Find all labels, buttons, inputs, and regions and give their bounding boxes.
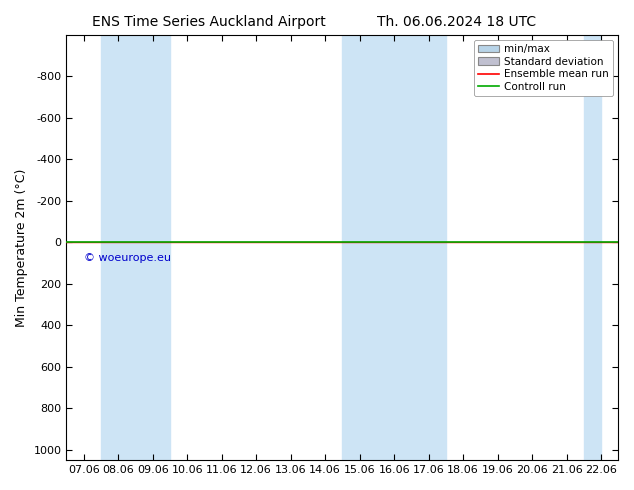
Text: ENS Time Series Auckland Airport: ENS Time Series Auckland Airport — [93, 15, 326, 29]
Y-axis label: Min Temperature 2m (°C): Min Temperature 2m (°C) — [15, 168, 28, 326]
Bar — [584, 35, 601, 460]
Bar — [342, 35, 446, 460]
Text: Th. 06.06.2024 18 UTC: Th. 06.06.2024 18 UTC — [377, 15, 536, 29]
Bar — [101, 35, 170, 460]
Legend: min/max, Standard deviation, Ensemble mean run, Controll run: min/max, Standard deviation, Ensemble me… — [474, 40, 613, 96]
Text: © woeurope.eu: © woeurope.eu — [84, 252, 171, 263]
